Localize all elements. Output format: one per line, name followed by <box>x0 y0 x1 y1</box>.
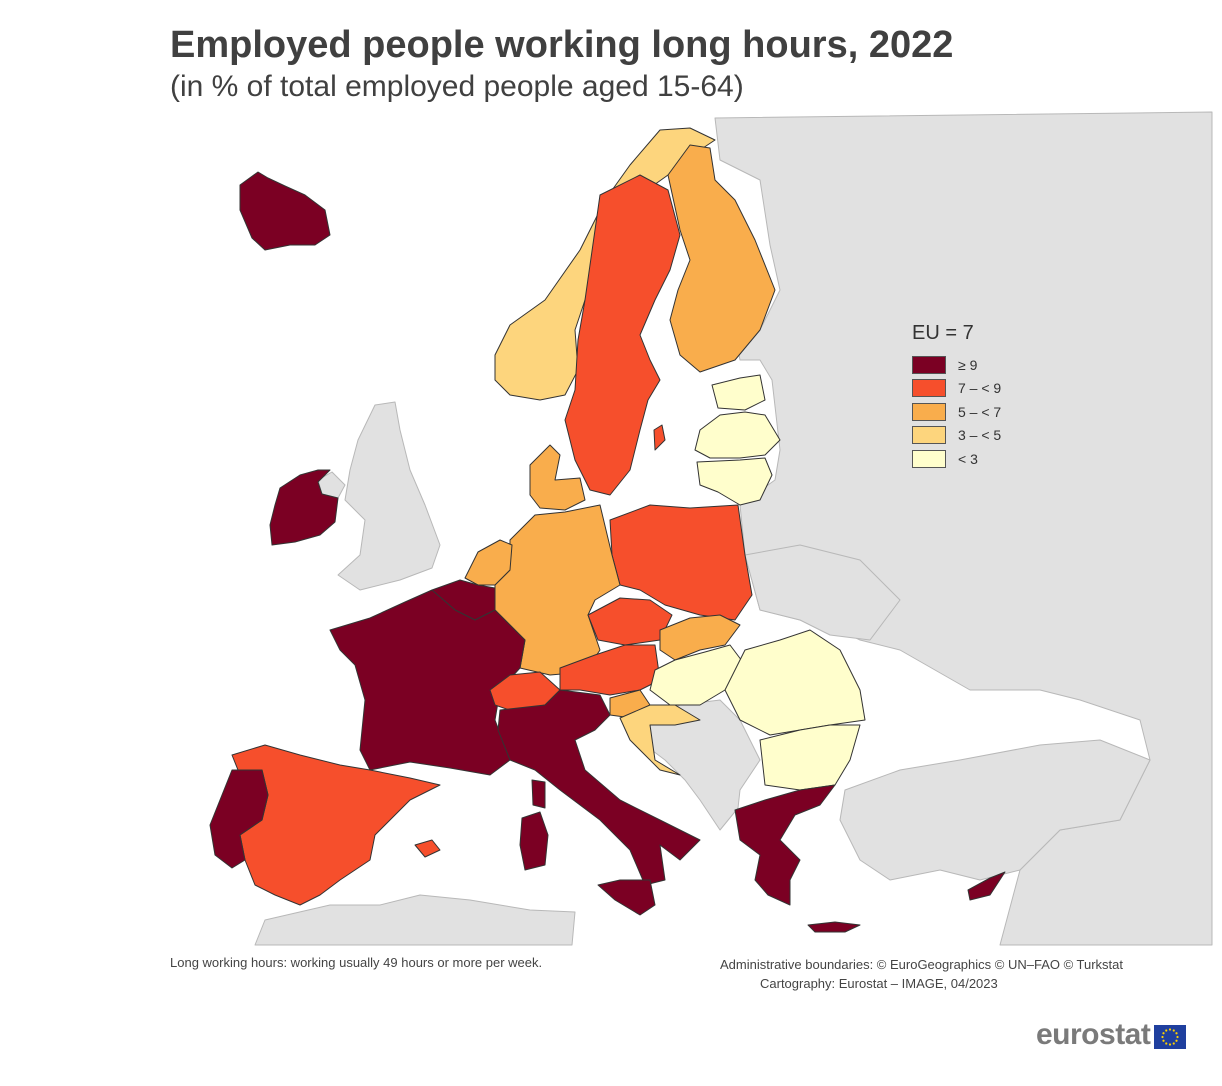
legend-item: < 3 <box>912 447 1001 471</box>
country-bulgaria <box>759 724 861 791</box>
legend: EU = 7 ≥ 9 7 – < 9 5 – < 7 3 – < 5 < 3 <box>912 322 1001 471</box>
legend-swatch <box>912 426 946 445</box>
country-sweden-gotland <box>653 424 666 451</box>
country-france-corsica <box>531 779 546 809</box>
legend-item: ≥ 9 <box>912 353 1001 377</box>
land-ukraine-moldova <box>744 544 901 641</box>
legend-item: 5 – < 7 <box>912 400 1001 424</box>
country-ireland <box>269 469 339 546</box>
country-spain <box>231 744 441 906</box>
country-slovakia <box>659 614 741 661</box>
country-italy-sicily <box>597 879 656 916</box>
eurostat-logo: eurostat <box>1036 1018 1187 1052</box>
country-czechia <box>587 597 673 646</box>
country-greece-crete <box>807 921 861 933</box>
land-uk <box>337 401 441 591</box>
legend-label: ≥ 9 <box>958 356 978 373</box>
legend-title: EU = 7 <box>912 322 974 344</box>
credits-cartography: Cartography: Eurostat – IMAGE, 04/2023 <box>760 976 998 991</box>
brand-wordmark: eurostat <box>1036 1018 1151 1051</box>
legend-swatch <box>912 355 946 374</box>
land-north-africa <box>254 894 576 946</box>
legend-swatch <box>912 402 946 421</box>
land-balkans <box>639 699 761 831</box>
country-france <box>329 589 526 776</box>
legend-swatch <box>912 449 946 468</box>
country-finland <box>667 144 776 373</box>
country-italy-sardinia <box>519 811 549 871</box>
legend-item: 7 – < 9 <box>912 377 1001 401</box>
country-latvia <box>694 411 781 459</box>
country-greece <box>734 784 836 906</box>
credits-boundaries: Administrative boundaries: © EuroGeograp… <box>720 957 1124 972</box>
legend-swatch <box>912 379 946 398</box>
land-turkey <box>839 739 1151 881</box>
legend-label: 7 – < 9 <box>958 380 1002 397</box>
legend-label: 3 – < 5 <box>958 427 1002 444</box>
credits: Administrative boundaries: © EuroGeograp… <box>720 955 1123 993</box>
map-title: Employed people working long hours, 2022 <box>170 24 954 66</box>
legend-label: < 3 <box>958 450 978 467</box>
map-subtitle: (in % of total employed people aged 15-6… <box>170 70 744 103</box>
legend-label: 5 – < 7 <box>958 403 1002 420</box>
country-spain-baleares <box>414 839 441 858</box>
footnote: Long working hours: working usually 49 h… <box>170 955 543 970</box>
country-sweden <box>564 174 681 496</box>
country-cyprus <box>967 871 1006 901</box>
country-portugal <box>209 769 269 869</box>
eu-flag-icon <box>1154 1025 1187 1049</box>
country-denmark <box>529 444 586 511</box>
legend-item: 3 – < 5 <box>912 424 1001 448</box>
country-romania <box>724 629 866 736</box>
country-iceland <box>239 171 331 251</box>
country-estonia <box>711 374 766 411</box>
country-lithuania <box>696 457 773 506</box>
country-croatia <box>619 704 701 776</box>
country-italy <box>497 689 701 886</box>
country-austria <box>559 644 661 696</box>
